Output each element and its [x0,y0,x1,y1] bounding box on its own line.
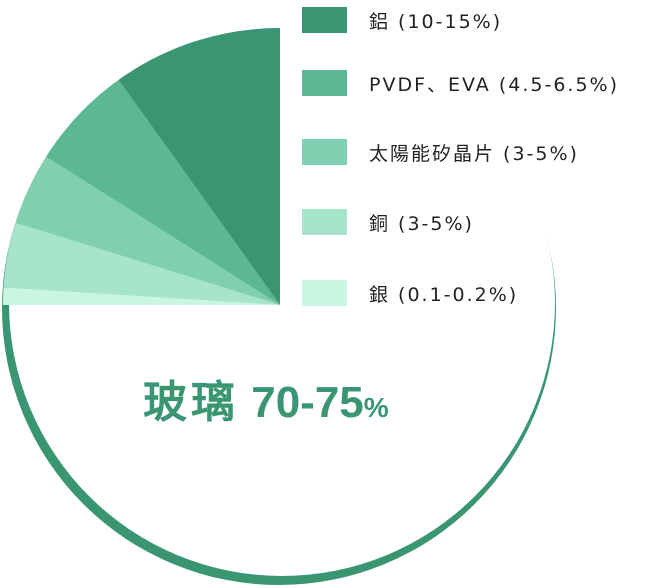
legend-item-copper: 銅 (3-5%) [302,208,474,236]
legend-swatch [302,139,347,165]
pie-slice-aluminum [118,28,281,305]
legend-swatch [302,70,347,96]
legend-swatch [302,209,347,235]
legend-label: 銀 (0.1-0.2%) [369,283,519,306]
legend-swatch [302,280,347,306]
legend-label: 太陽能矽晶片 (3-5%) [369,142,579,165]
legend-swatch [302,7,347,33]
glass-label-name: 玻璃 [143,377,239,428]
legend-label: PVDF、EVA (4.5-6.5%) [369,73,620,96]
pie-slice-silver [3,287,280,305]
pie-slice-pvdf-eva [46,79,280,305]
legend-label: 鋁 (10-15%) [369,10,503,33]
legend-item-solar-wafer: 太陽能矽晶片 (3-5%) [302,138,579,166]
glass-slice-label: 玻璃 70-75% [143,366,389,430]
legend-item-silver: 銀 (0.1-0.2%) [302,279,518,307]
pie-slice-copper [3,222,280,305]
legend-item-aluminum: 鋁 (10-15%) [302,6,502,34]
glass-label-range: 70-75 [251,378,364,427]
legend-label: 銅 (3-5%) [369,212,474,235]
glass-label-unit: % [363,392,389,423]
pie-slice-solar-wafer [15,156,280,305]
legend-item-pvdf-eva: PVDF、EVA (4.5-6.5%) [302,69,619,97]
